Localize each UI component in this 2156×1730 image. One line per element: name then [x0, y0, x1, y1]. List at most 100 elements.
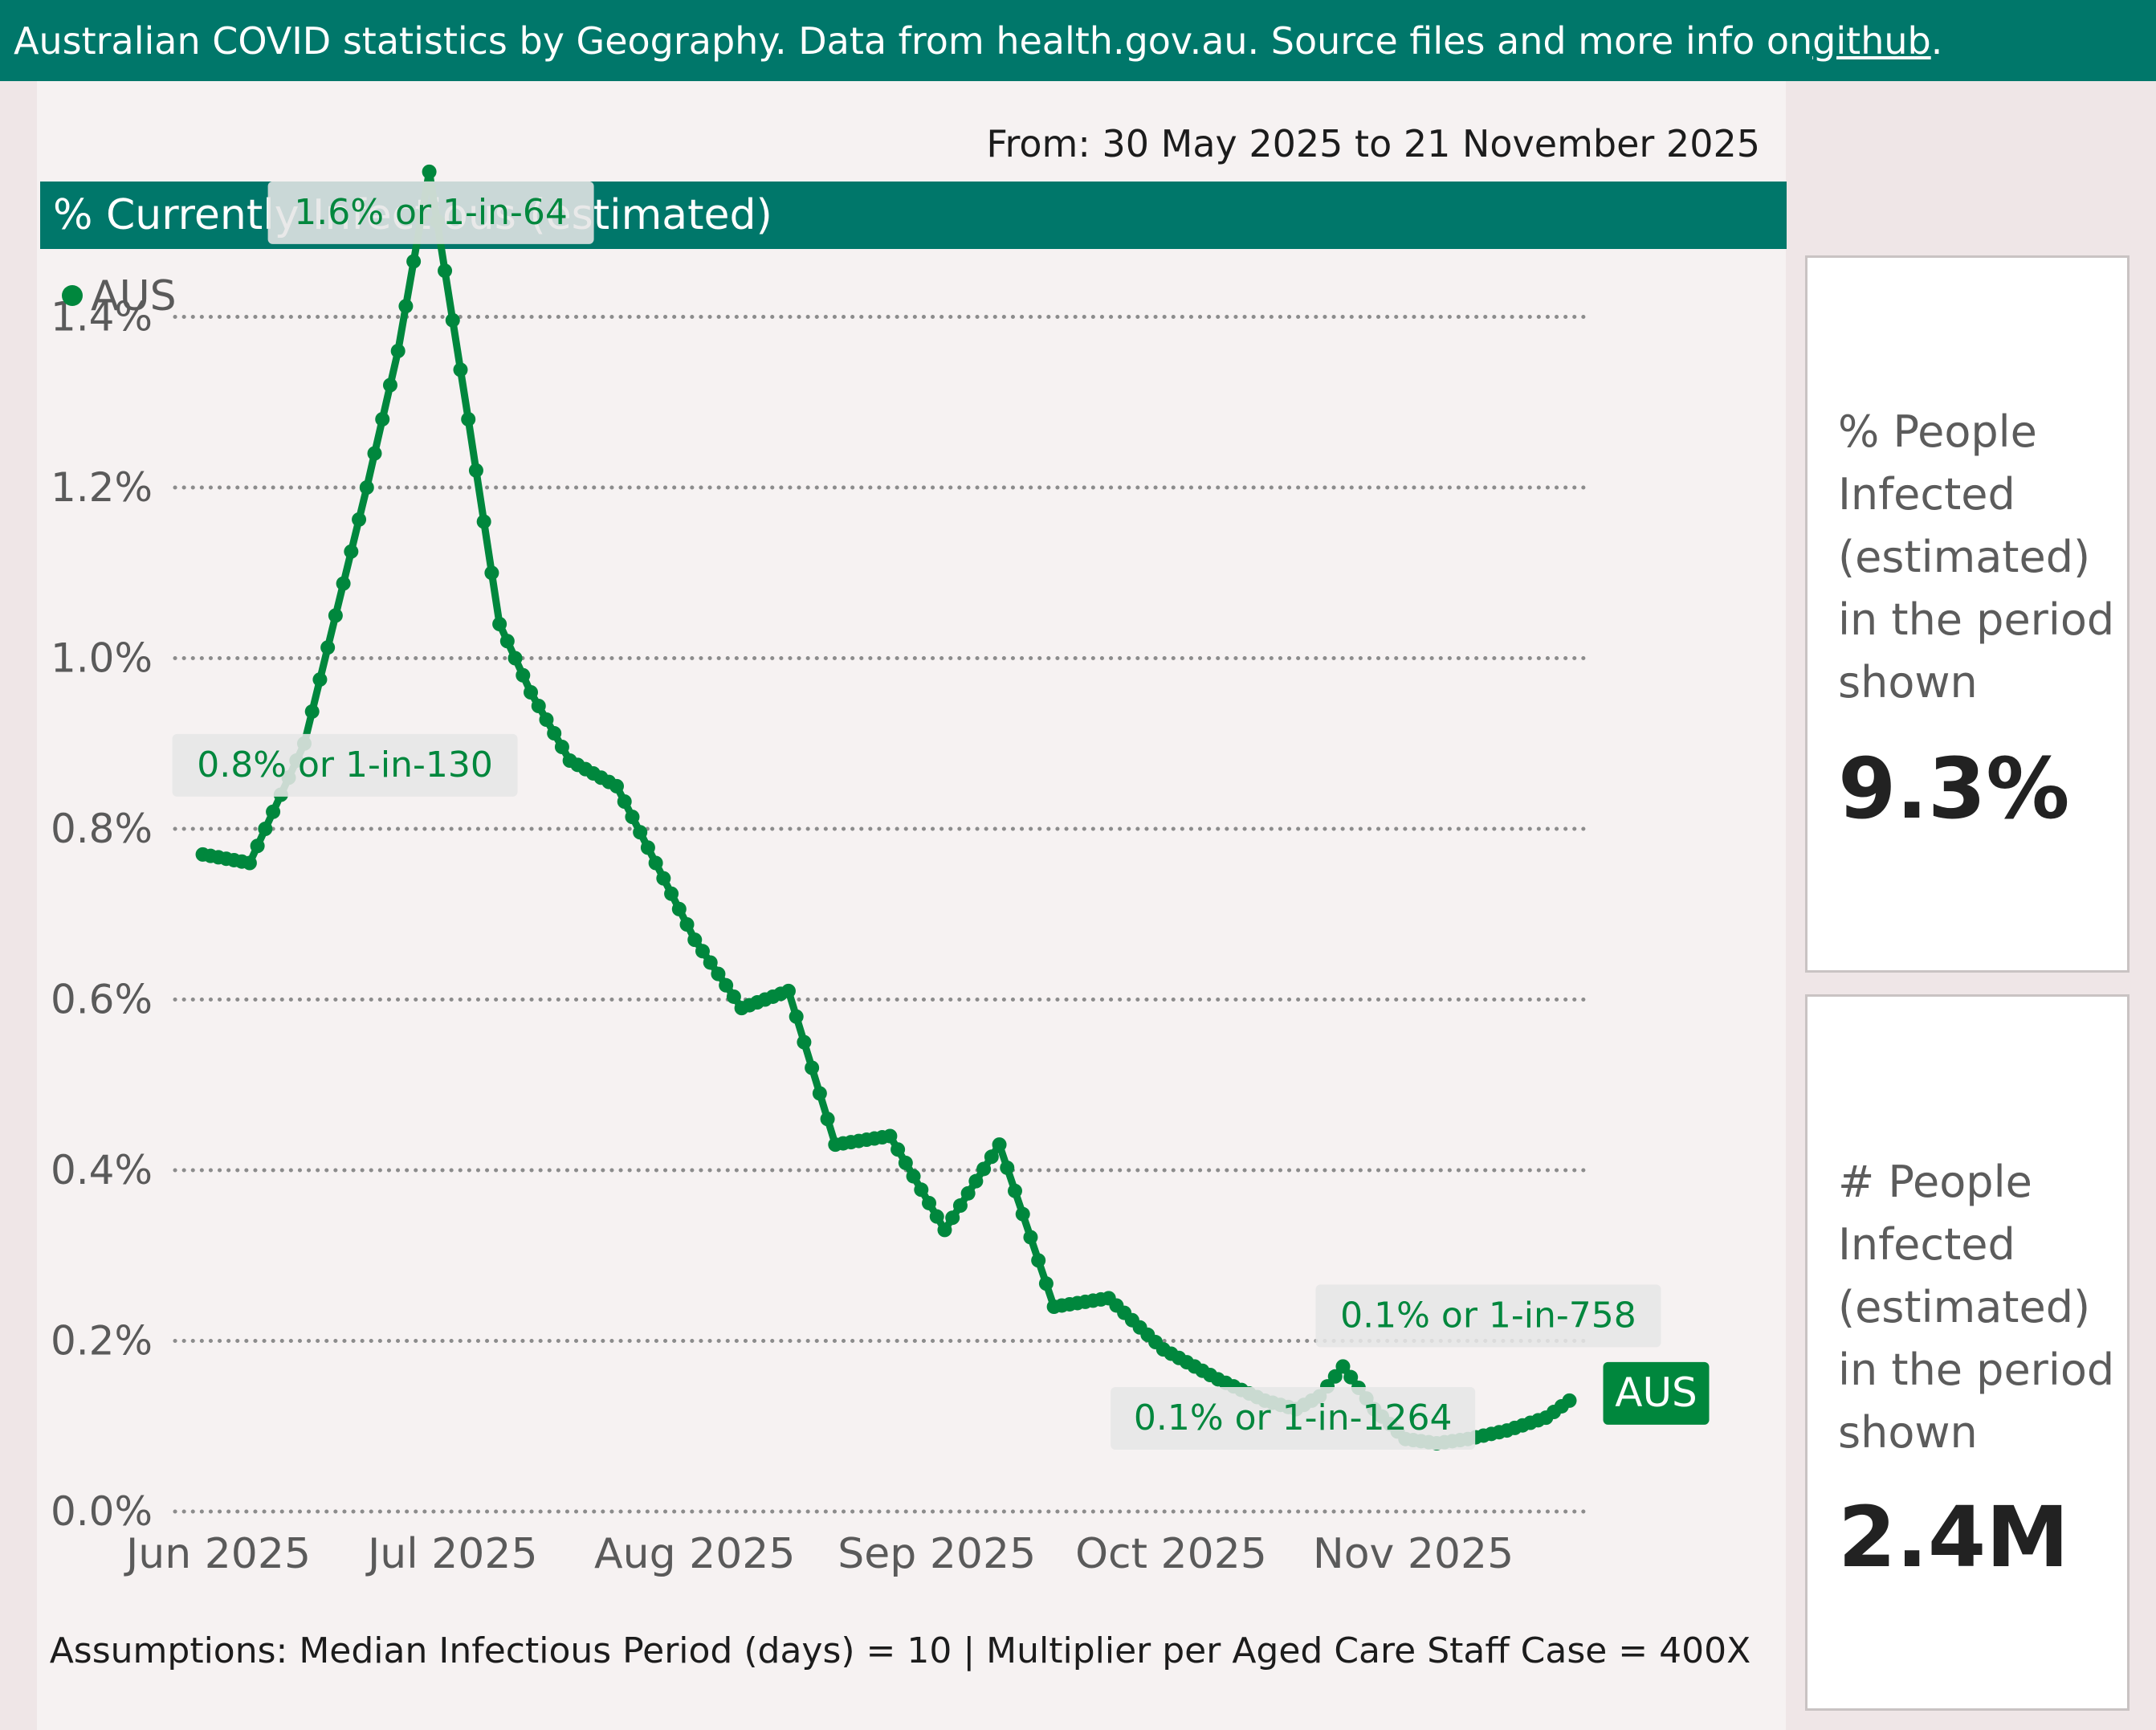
data-point	[390, 344, 406, 358]
data-point	[445, 312, 460, 328]
data-point	[711, 966, 726, 981]
data-point	[359, 480, 374, 495]
people-infected-label: # People Infected (estimated) in the per…	[1838, 1157, 2115, 1458]
header-text: Australian COVID statistics by Geography…	[14, 18, 1813, 63]
data-point	[336, 576, 351, 591]
data-point	[344, 544, 359, 559]
data-point	[258, 822, 273, 836]
data-point	[554, 740, 569, 754]
assumptions-text: Assumptions: Median Infectious Period (d…	[49, 1630, 1751, 1671]
series-end-label: AUS	[1615, 1369, 1697, 1416]
data-point	[679, 917, 695, 932]
data-point	[492, 617, 507, 631]
data-point	[1038, 1276, 1054, 1291]
data-point	[312, 672, 328, 688]
data-point	[882, 1128, 898, 1144]
data-point	[719, 977, 734, 993]
header-suffix: .	[1930, 18, 1943, 63]
legend-marker	[62, 285, 83, 306]
x-tick-label: Jul 2025	[365, 1530, 538, 1578]
data-point	[929, 1209, 944, 1224]
data-point	[1008, 1183, 1022, 1198]
data-point	[1023, 1230, 1038, 1245]
annotation-label: 0.1% or 1-in-1264	[1134, 1397, 1453, 1438]
data-point	[1562, 1393, 1577, 1408]
y-tick-label: 0.2%	[51, 1318, 153, 1365]
chart-panel	[37, 81, 1786, 1730]
data-point	[664, 886, 679, 901]
data-point	[531, 699, 546, 713]
y-tick-label: 1.2%	[51, 464, 153, 511]
data-point	[687, 932, 703, 948]
line-chart: 0.0%0.2%0.4%0.6%0.8%1.0%1.2%1.4% Jun 202…	[51, 164, 1710, 1578]
data-point	[945, 1210, 960, 1226]
data-point	[797, 1034, 812, 1050]
data-point	[382, 377, 397, 393]
data-point	[789, 1009, 804, 1024]
data-point	[422, 164, 437, 179]
page-header: Australian COVID statistics by Geography…	[0, 0, 2156, 81]
legend-label: AUS	[91, 272, 177, 320]
percent-infected-value: 9.3%	[1838, 740, 2070, 838]
x-tick-label: Oct 2025	[1075, 1530, 1267, 1578]
y-tick-label: 0.4%	[51, 1147, 153, 1193]
data-point	[937, 1222, 952, 1238]
x-tick-label: Aug 2025	[594, 1530, 795, 1578]
data-point	[1335, 1359, 1351, 1374]
data-point	[695, 944, 710, 959]
data-point	[328, 608, 343, 623]
data-point	[609, 778, 624, 794]
data-point	[726, 989, 741, 1004]
series-end-label-bg	[1603, 1361, 1710, 1425]
x-tick-label: Nov 2025	[1313, 1530, 1514, 1578]
annotation-label: 0.1% or 1-in-758	[1340, 1295, 1636, 1336]
data-point	[984, 1149, 999, 1165]
data-point	[1031, 1253, 1046, 1268]
annotation-label: 1.6% or 1-in-64	[294, 192, 568, 233]
data-point	[468, 463, 483, 478]
date-range: From: 30 May 2025 to 21 November 2025	[986, 122, 1760, 165]
data-point	[438, 263, 453, 279]
data-point	[922, 1195, 937, 1210]
y-tick-label: 0.0%	[51, 1488, 153, 1535]
data-point	[1343, 1369, 1359, 1385]
y-tick-label: 1.0%	[51, 635, 153, 682]
data-point	[1015, 1206, 1030, 1222]
data-point	[507, 651, 523, 666]
data-point	[671, 901, 687, 916]
data-point	[1327, 1369, 1343, 1384]
data-point	[266, 804, 281, 819]
data-point	[960, 1185, 976, 1201]
data-point	[648, 855, 663, 871]
data-point	[250, 838, 265, 854]
data-point	[320, 640, 336, 655]
annotation-label: 0.8% or 1-in-130	[197, 745, 493, 785]
series-line-aus	[199, 168, 1573, 1447]
data-point	[375, 412, 390, 426]
data-point	[524, 685, 539, 700]
data-point	[891, 1142, 906, 1157]
percent-infected-card: % People Infected (estimated) in the per…	[1805, 255, 2130, 973]
data-point	[968, 1173, 984, 1189]
data-point	[805, 1060, 820, 1075]
data-point	[703, 955, 718, 970]
data-point	[820, 1112, 835, 1127]
y-tick-label: 0.8%	[51, 806, 153, 852]
people-infected-value: 2.4M	[1838, 1488, 2069, 1586]
data-point	[304, 704, 320, 719]
data-point	[352, 512, 367, 527]
data-point	[633, 825, 648, 840]
github-link[interactable]: github	[1812, 18, 1931, 63]
data-point	[992, 1137, 1007, 1153]
data-point	[906, 1169, 921, 1184]
data-point	[516, 667, 531, 683]
y-tick-label: 0.6%	[51, 977, 153, 1023]
data-point	[1000, 1160, 1015, 1175]
data-point	[406, 254, 422, 269]
data-point	[476, 514, 491, 529]
data-point	[367, 446, 382, 461]
people-infected-card: # People Infected (estimated) in the per…	[1805, 994, 2130, 1711]
data-point	[952, 1198, 968, 1214]
data-point	[453, 362, 468, 377]
data-point	[499, 634, 515, 649]
